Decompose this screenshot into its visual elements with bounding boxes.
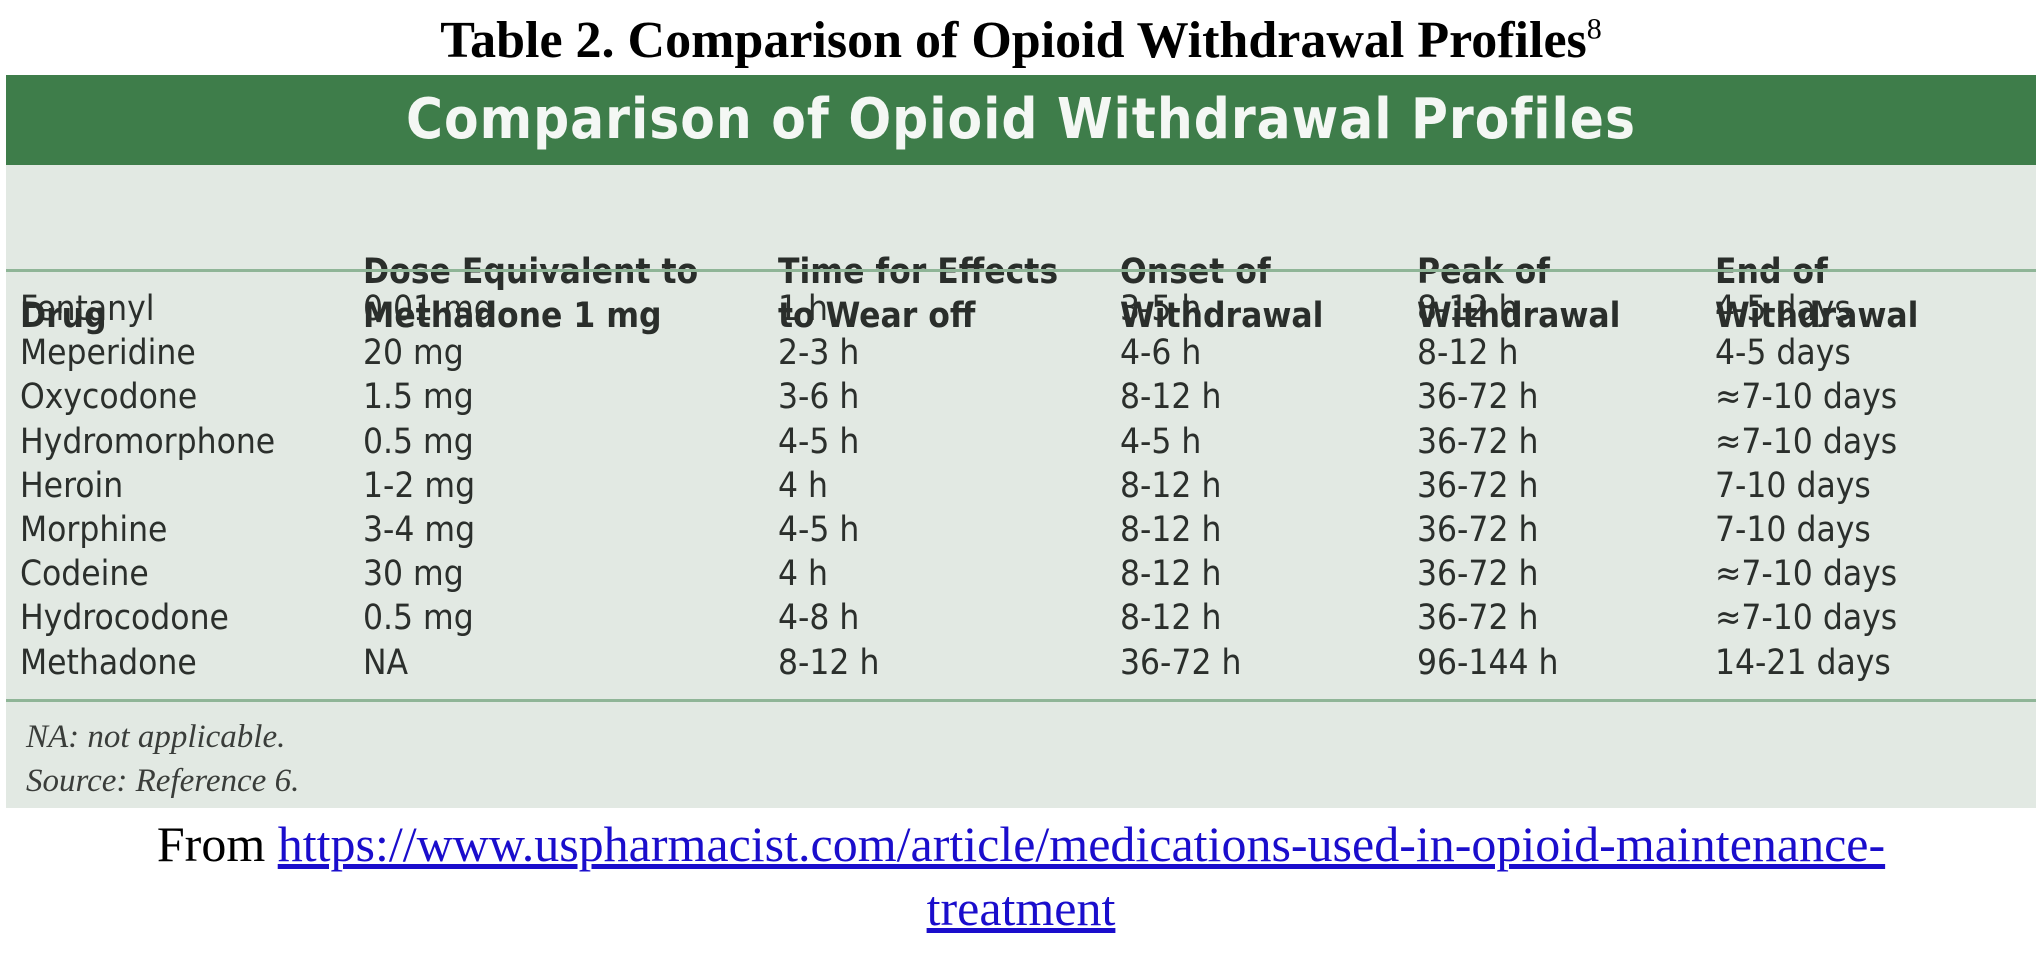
table-cell: 36-72 h <box>1417 598 1539 639</box>
table-cell: Meperidine <box>20 333 196 374</box>
column-onset: 3-5 h 4-6 h 8-12 h 4-5 h 8-12 h 8-12 h 8… <box>1120 287 1241 685</box>
column-dose-equivalent: 0.01 mg 20 mg 1.5 mg 0.5 mg 1-2 mg 3-4 m… <box>363 287 494 685</box>
table-cell: 4-6 h <box>1120 333 1202 374</box>
column-header-line1: End of <box>1715 252 1828 292</box>
table-cell: Hydromorphone <box>20 421 276 462</box>
table-cell: 4-8 h <box>778 598 860 639</box>
header-divider <box>6 269 2036 272</box>
table-cell: 0.5 mg <box>363 421 474 462</box>
caption-text: Table 2. Comparison of Opioid Withdrawal… <box>440 12 1587 69</box>
column-peak: 8-12 h 8-12 h 36-72 h 36-72 h 36-72 h 36… <box>1417 287 1558 685</box>
column-header-dose-equivalent: Dose Equivalent to Methadone 1 mg <box>363 173 743 338</box>
table-cell: Oxycodone <box>20 377 198 418</box>
column-header-line2: Withdrawal <box>1417 296 1621 336</box>
source-link[interactable]: https://www.uspharmacist.com/article/med… <box>277 816 1886 872</box>
table-cell: Fentanyl <box>20 289 155 329</box>
table-cell: 36-72 h <box>1417 377 1539 418</box>
column-header-onset: Onset of Withdrawal <box>1120 173 1400 338</box>
column-header-peak: Peak of Withdrawal <box>1417 173 1697 338</box>
table-cell: ≈7-10 days <box>1715 598 1898 639</box>
table-cell: 4-5 days <box>1715 289 1851 329</box>
table-caption: Table 2. Comparison of Opioid Withdrawal… <box>0 6 2042 76</box>
column-header-line2: Methadone 1 mg <box>363 296 662 336</box>
table-cell: 96-144 h <box>1417 642 1559 683</box>
table-cell: ≈7-10 days <box>1715 377 1898 418</box>
table-cell: ≈7-10 days <box>1715 421 1898 462</box>
source-link-continued[interactable]: treatment <box>926 880 1116 936</box>
table-cell: 8-12 h <box>1120 510 1222 551</box>
source-prefix: From <box>156 816 278 872</box>
column-header-line1: Time for Effects <box>778 252 1059 292</box>
table-notes: NA: not applicable. Source: Reference 6. <box>26 715 299 803</box>
table-cell: 4-5 h <box>778 510 860 551</box>
table-cell: Methadone <box>20 642 197 683</box>
table-cell: 36-72 h <box>1417 465 1539 506</box>
table-cell: 1 h <box>778 289 828 329</box>
table-cell: 0.01 mg <box>363 289 494 329</box>
table-cell: 4 h <box>778 465 828 506</box>
table-cell: Codeine <box>20 554 149 595</box>
note-na: NA: not applicable. <box>26 719 286 755</box>
column-header-line1: Dose Equivalent to <box>363 252 699 292</box>
column-header-line2: Withdrawal <box>1120 296 1324 336</box>
table-cell: Morphine <box>20 510 168 551</box>
footer-divider <box>6 699 2036 702</box>
table-cell: NA <box>363 642 409 683</box>
column-time-for-effects: 1 h 2-3 h 3-6 h 4-5 h 4 h 4-5 h 4 h 4-8 … <box>778 287 879 685</box>
column-header-drug: Drug <box>20 173 270 338</box>
note-source: Source: Reference 6. <box>26 763 300 799</box>
table-panel: Comparison of Opioid Withdrawal Profiles… <box>6 75 2036 808</box>
source-attribution: From https://www.uspharmacist.com/articl… <box>0 812 2042 940</box>
table-cell: 36-72 h <box>1417 554 1539 595</box>
column-header-line2: Withdrawal <box>1715 296 1919 336</box>
table-cell: 8-12 h <box>1417 289 1519 329</box>
table-cell: 0.5 mg <box>363 598 474 639</box>
table-cell: 4 h <box>778 554 828 595</box>
column-header-line2: to Wear off <box>778 296 976 336</box>
table-cell: 8-12 h <box>1120 377 1222 418</box>
column-header-line1: Onset of <box>1120 252 1271 292</box>
column-header-end: End of Withdrawal <box>1715 173 2015 338</box>
table-cell: 1.5 mg <box>363 377 474 418</box>
table-cell: 3-4 mg <box>363 510 476 551</box>
table-cell: 2-3 h <box>778 333 860 374</box>
column-header-line1: Peak of <box>1417 252 1550 292</box>
table-cell: 7-10 days <box>1715 465 1871 506</box>
table-cell: 36-72 h <box>1417 510 1539 551</box>
table-cell: 4-5 h <box>778 421 860 462</box>
column-header-line2: Drug <box>20 296 107 336</box>
column-drug: Fentanyl Meperidine Oxycodone Hydromorph… <box>20 287 275 685</box>
table-cell: Heroin <box>20 465 124 506</box>
table-cell: 3-5 h <box>1120 289 1202 329</box>
table-cell: 8-12 h <box>778 642 880 683</box>
table-cell: 14-21 days <box>1715 642 1891 683</box>
table-cell: 8-12 h <box>1120 598 1222 639</box>
table-cell: 1-2 mg <box>363 465 476 506</box>
table-cell: 4-5 h <box>1120 421 1202 462</box>
column-header-time-for-effects: Time for Effects to Wear off <box>778 173 1108 338</box>
caption-footnote-ref: 8 <box>1586 12 1602 46</box>
table-cell: 36-72 h <box>1417 421 1539 462</box>
table-cell: 8-12 h <box>1120 465 1222 506</box>
column-end: 4-5 days 4-5 days ≈7-10 days ≈7-10 days … <box>1715 287 1897 685</box>
table-cell: 7-10 days <box>1715 510 1871 551</box>
table-cell: ≈7-10 days <box>1715 554 1898 595</box>
table-cell: 8-12 h <box>1417 333 1519 374</box>
table-cell: 8-12 h <box>1120 554 1222 595</box>
table-cell: 36-72 h <box>1120 642 1242 683</box>
table-cell: 30 mg <box>363 554 464 595</box>
table-cell: 20 mg <box>363 333 464 374</box>
table-cell: 4-5 days <box>1715 333 1851 374</box>
table-banner-title: Comparison of Opioid Withdrawal Profiles <box>6 75 2036 165</box>
table-cell: Hydrocodone <box>20 598 229 639</box>
table-cell: 3-6 h <box>778 377 860 418</box>
